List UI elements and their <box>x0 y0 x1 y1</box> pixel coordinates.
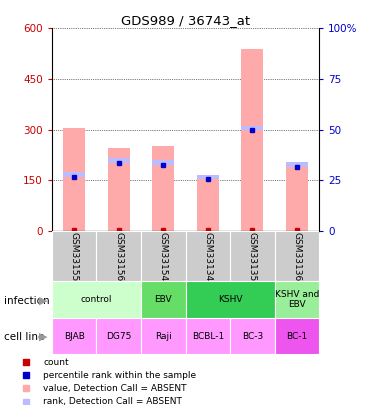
Text: DG75: DG75 <box>106 332 131 341</box>
Bar <box>152 147 174 231</box>
Bar <box>241 49 263 231</box>
Text: rank, Detection Call = ABSENT: rank, Detection Call = ABSENT <box>43 397 182 405</box>
Bar <box>141 281 186 318</box>
Bar <box>186 231 230 281</box>
Text: Raji: Raji <box>155 332 172 341</box>
Bar <box>63 172 85 177</box>
Text: KSHV: KSHV <box>218 295 242 304</box>
Text: BC-1: BC-1 <box>286 332 308 341</box>
Text: ▶: ▶ <box>39 296 47 305</box>
Text: BC-3: BC-3 <box>242 332 263 341</box>
Bar <box>186 318 230 354</box>
Text: GSM33154: GSM33154 <box>159 232 168 281</box>
Text: ▶: ▶ <box>39 332 47 342</box>
Bar <box>275 281 319 318</box>
Text: GSM33155: GSM33155 <box>70 232 79 281</box>
Text: infection: infection <box>4 296 49 305</box>
Bar <box>52 281 141 318</box>
Text: percentile rank within the sample: percentile rank within the sample <box>43 371 196 380</box>
Bar <box>230 231 275 281</box>
Text: GDS989 / 36743_at: GDS989 / 36743_at <box>121 14 250 27</box>
Bar <box>141 231 186 281</box>
Bar <box>52 318 96 354</box>
Bar <box>96 231 141 281</box>
Bar <box>286 162 308 167</box>
Bar <box>96 318 141 354</box>
Bar <box>108 158 130 163</box>
Bar <box>152 160 174 165</box>
Bar <box>141 318 186 354</box>
Text: control: control <box>81 295 112 304</box>
Text: EBV: EBV <box>154 295 172 304</box>
Bar <box>63 128 85 231</box>
Bar <box>286 162 308 231</box>
Text: GSM33136: GSM33136 <box>292 232 301 281</box>
Bar <box>241 126 263 130</box>
Bar <box>52 231 96 281</box>
Bar <box>197 175 219 179</box>
Text: count: count <box>43 358 69 367</box>
Text: BJAB: BJAB <box>64 332 85 341</box>
Text: GSM33135: GSM33135 <box>248 232 257 281</box>
Bar <box>108 148 130 231</box>
Text: KSHV and
EBV: KSHV and EBV <box>275 290 319 309</box>
Text: BCBL-1: BCBL-1 <box>192 332 224 341</box>
Text: GSM33156: GSM33156 <box>114 232 123 281</box>
Bar <box>275 318 319 354</box>
Bar <box>230 318 275 354</box>
Bar <box>197 177 219 231</box>
Bar <box>186 281 275 318</box>
Text: value, Detection Call = ABSENT: value, Detection Call = ABSENT <box>43 384 187 393</box>
Bar <box>275 231 319 281</box>
Text: cell line: cell line <box>4 332 44 342</box>
Text: GSM33134: GSM33134 <box>203 232 212 281</box>
